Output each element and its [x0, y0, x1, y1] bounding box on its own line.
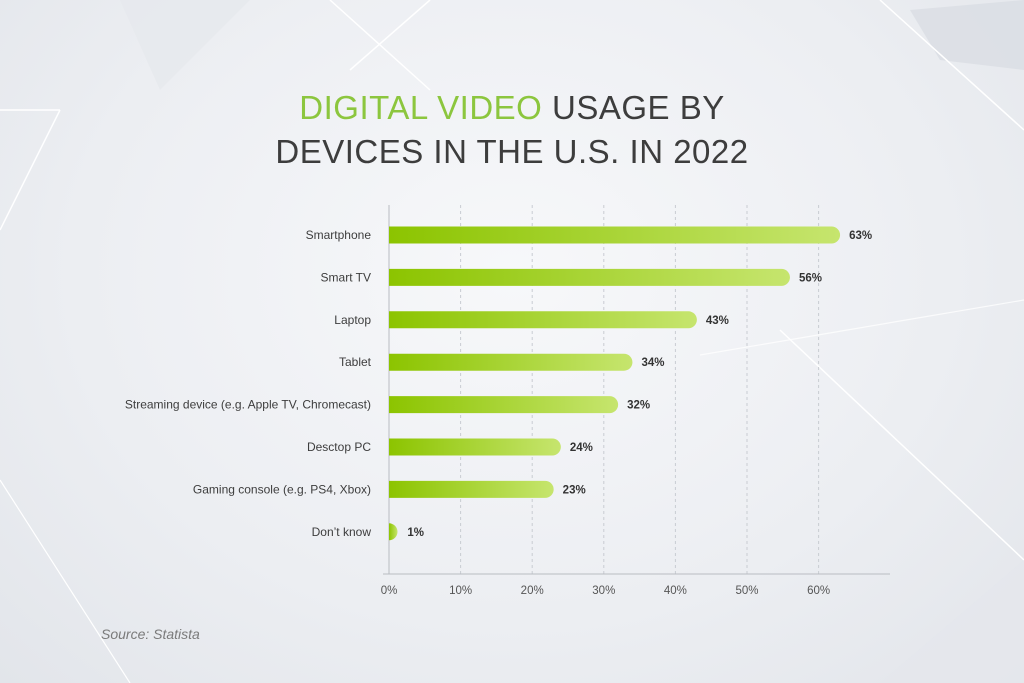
category-label: Streaming device (e.g. Apple TV, Chromec… — [125, 398, 371, 412]
category-label: Smart TV — [321, 270, 371, 284]
bar — [389, 480, 554, 498]
bar — [389, 226, 841, 244]
x-tick-label: 60% — [807, 585, 830, 597]
category-label: Tablet — [339, 355, 372, 369]
x-tick-label: 10% — [449, 585, 472, 597]
data-label: 1% — [407, 527, 424, 539]
category-label: Smartphone — [306, 228, 372, 242]
bar — [389, 523, 398, 541]
title-line-2: DEVICES IN THE U.S. IN 2022 — [275, 133, 749, 170]
x-tick-label: 20% — [521, 585, 544, 597]
category-label: Gaming console (e.g. PS4, Xbox) — [193, 482, 371, 496]
title-line-1: DIGITAL VIDEO USAGE BY — [0, 86, 1024, 130]
x-tick-label: 30% — [592, 585, 615, 597]
data-label: 23% — [563, 484, 586, 496]
category-label: Don’t know — [312, 525, 372, 539]
source-note: Source: Statista — [101, 626, 200, 642]
title-accent: DIGITAL VIDEO — [299, 89, 543, 126]
bar — [389, 396, 619, 414]
x-tick-label: 0% — [381, 585, 398, 597]
data-label: 63% — [849, 230, 872, 242]
bar — [389, 438, 561, 456]
category-label: Desctop PC — [307, 440, 371, 454]
data-label: 56% — [799, 272, 822, 284]
bar — [389, 311, 697, 329]
data-label: 32% — [627, 400, 650, 412]
chart-title: DIGITAL VIDEO USAGE BY DEVICES IN THE U.… — [0, 86, 1024, 174]
data-label: 24% — [570, 442, 593, 454]
category-label: Laptop — [334, 313, 371, 327]
x-tick-label: 50% — [735, 585, 758, 597]
title-line-1-rest: USAGE BY — [542, 89, 725, 126]
x-tick-label: 40% — [664, 585, 687, 597]
bars: Smartphone 63% Smart TV 56% Laptop 43% Tablet 3… — [125, 226, 872, 541]
axes: 0% 10% 20% 30% 40% 50% 60% — [381, 205, 890, 597]
data-label: 43% — [706, 315, 729, 327]
data-label: 34% — [641, 357, 664, 369]
gridlines — [460, 205, 820, 574]
bar — [389, 353, 633, 371]
bar — [389, 268, 790, 286]
